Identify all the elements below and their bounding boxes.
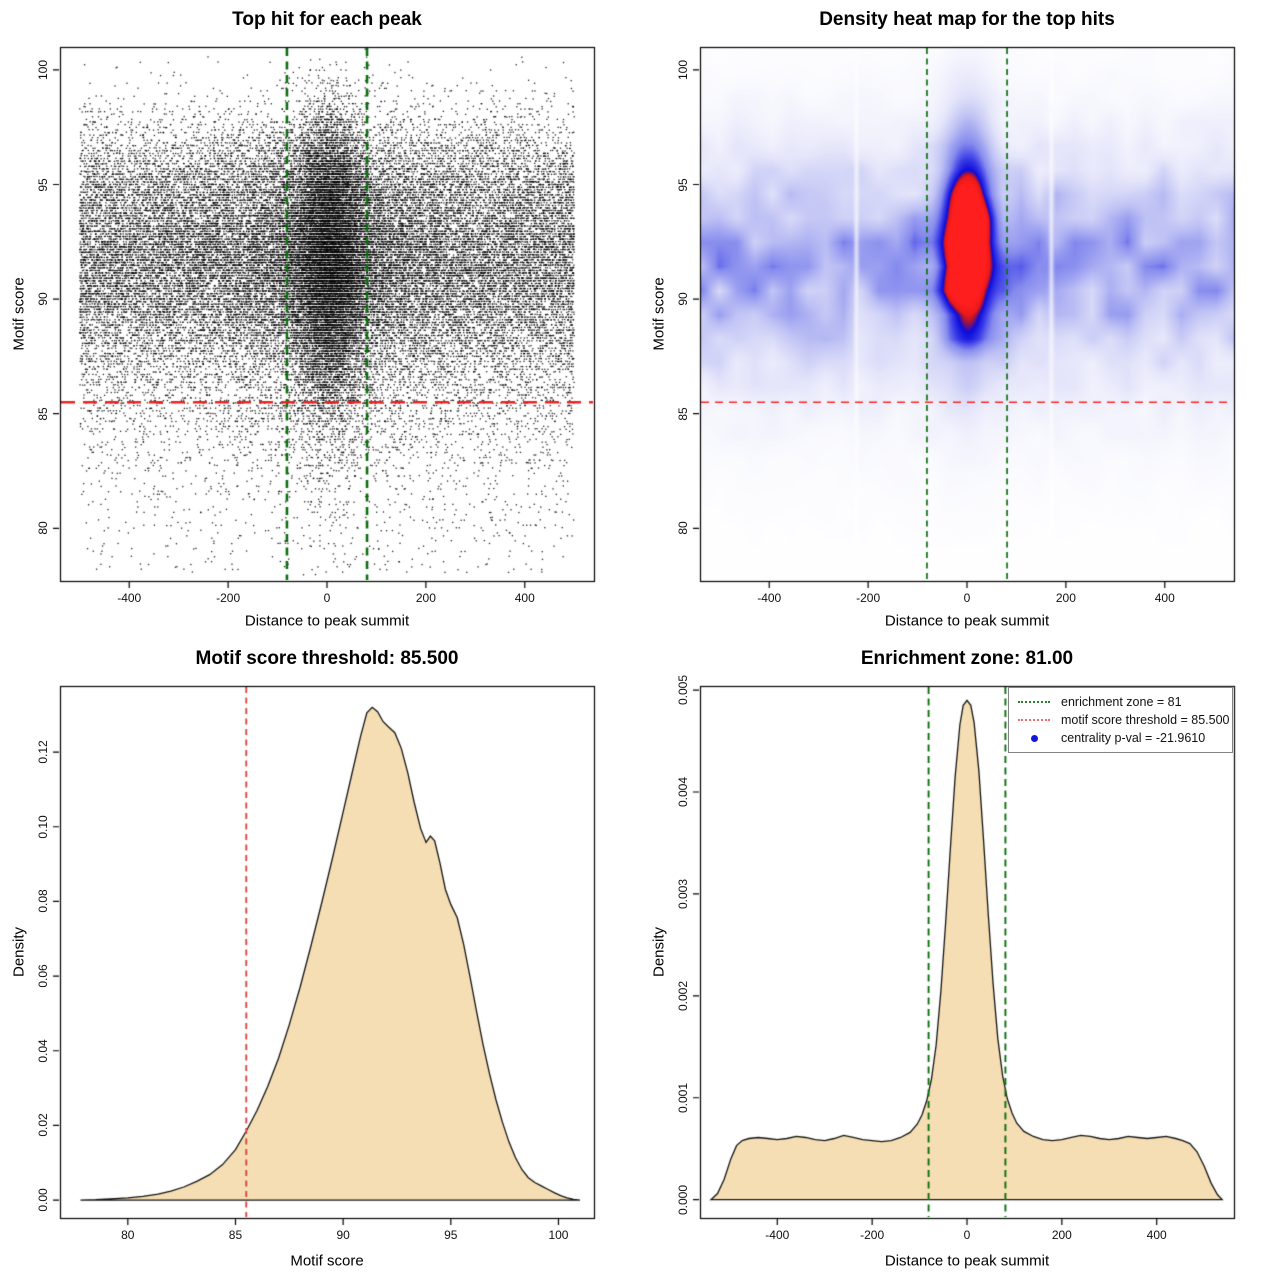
panel1-ylabel: Motif score: [10, 277, 28, 351]
blue-dot-icon: [1017, 734, 1051, 742]
panel2-ylabel: Motif score: [650, 277, 668, 351]
y-tick-label: 100: [676, 59, 690, 80]
panel2-xlabel: Distance to peak summit: [884, 612, 1050, 630]
legend-item-motif-threshold: motif score threshold = 85.500: [1009, 711, 1232, 729]
x-tick-label: 200: [1055, 591, 1076, 605]
panel4-xlabel: Distance to peak summit: [884, 1252, 1050, 1270]
x-tick-label: 0: [963, 1228, 971, 1242]
x-tick-label: 80: [121, 1228, 135, 1242]
y-tick-label: 80: [676, 521, 690, 535]
y-tick-label: 0.000: [676, 1184, 690, 1215]
panel1-xlabel: Distance to peak summit: [244, 612, 410, 630]
y-tick-label: 90: [676, 292, 690, 306]
x-tick-label: 400: [1146, 1228, 1167, 1242]
x-tick-label: 90: [336, 1228, 350, 1242]
x-tick-label: -200: [856, 591, 881, 605]
x-tick-label: 85: [228, 1228, 243, 1242]
x-tick-label: -400: [757, 591, 782, 605]
y-tick-label: 0.001: [676, 1082, 690, 1113]
y-tick-label: 95: [36, 177, 50, 192]
panel3-ylabel: Density: [10, 926, 28, 978]
legend-item-enrichment-zone: enrichment zone = 81: [1009, 693, 1232, 711]
x-tick-label: -400: [117, 591, 142, 605]
y-tick-label: 0.06: [36, 964, 50, 988]
x-tick-label: 100: [548, 1228, 569, 1242]
x-tick-label: 200: [415, 591, 436, 605]
x-tick-label: 0: [323, 591, 331, 605]
x-tick-label: -200: [216, 591, 241, 605]
legend-label: enrichment zone = 81: [1061, 695, 1182, 709]
y-tick-label: 0.04: [36, 1039, 50, 1063]
panel3-title: Motif score threshold: 85.500: [195, 648, 459, 669]
dashed-line-red-icon: [1017, 719, 1051, 721]
y-tick-label: 85: [36, 407, 50, 421]
x-tick-label: 95: [444, 1228, 458, 1242]
y-tick-label: 0.10: [36, 815, 50, 839]
y-tick-label: 95: [676, 177, 690, 192]
y-tick-label: 0.02: [36, 1113, 50, 1138]
y-tick-label: 90: [36, 292, 50, 306]
panel4-ylabel: Density: [650, 926, 668, 978]
y-tick-label: 80: [36, 521, 50, 535]
legend-label: motif score threshold = 85.500: [1061, 713, 1230, 727]
x-tick-label: 400: [514, 591, 535, 605]
y-tick-label: 100: [36, 59, 50, 80]
panel2-title: Density heat map for the top hits: [819, 9, 1115, 30]
x-tick-label: 0: [963, 591, 971, 605]
y-tick-label: 85: [676, 407, 690, 421]
y-tick-label: 0.003: [676, 878, 690, 909]
y-tick-label: 0.002: [676, 980, 690, 1011]
x-tick-label: 200: [1051, 1228, 1072, 1242]
x-tick-label: 400: [1154, 591, 1175, 605]
y-tick-label: 0.08: [36, 889, 50, 914]
legend-label: centrality p-val = -21.9610: [1061, 731, 1206, 745]
y-tick-label: 0.12: [36, 740, 50, 764]
y-tick-label: 0.00: [36, 1188, 50, 1212]
panel3-xlabel: Motif score: [290, 1252, 364, 1270]
x-tick-label: -200: [860, 1228, 885, 1242]
x-tick-label: -400: [765, 1228, 790, 1242]
legend-item-centrality-pval: centrality p-val = -21.9610: [1009, 729, 1232, 747]
y-tick-label: 0.004: [676, 776, 690, 807]
legend-box: enrichment zone = 81 motif score thresho…: [1008, 687, 1233, 753]
dashed-line-green-icon: [1017, 701, 1051, 703]
panel1-title: Top hit for each peak: [232, 9, 422, 30]
panel4-title: Enrichment zone: 81.00: [860, 648, 1074, 669]
y-tick-label: 0.005: [676, 675, 690, 706]
